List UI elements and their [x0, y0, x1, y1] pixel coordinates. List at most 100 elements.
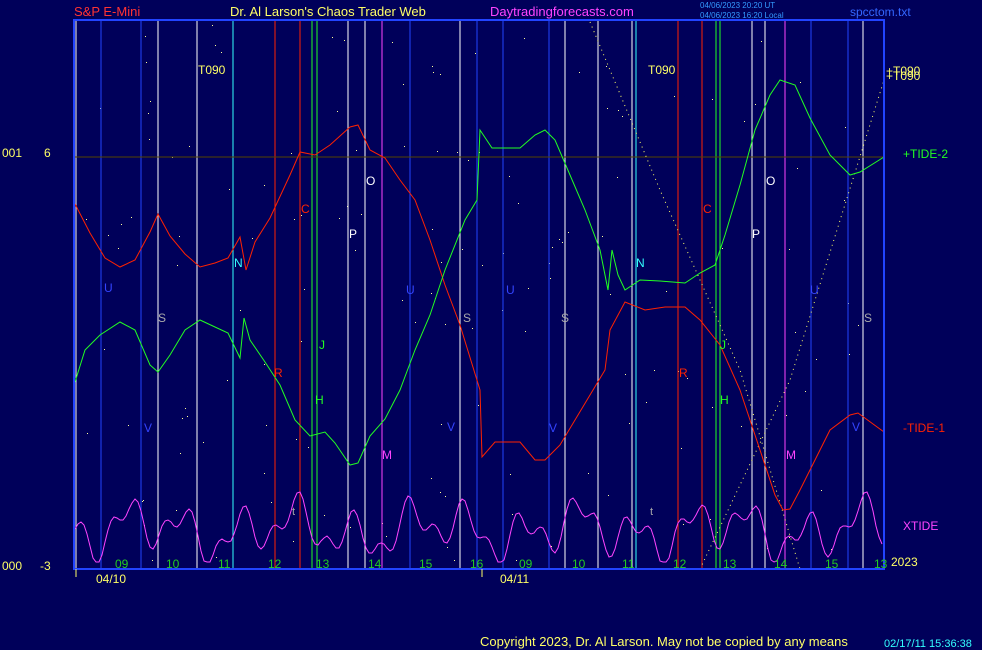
star-dot	[447, 547, 448, 548]
star-dot	[356, 150, 357, 151]
event-letter: R	[274, 366, 283, 380]
star-dot	[182, 418, 183, 419]
star-dot	[610, 294, 611, 295]
event-letter: S	[864, 311, 872, 325]
hour-label: 14	[774, 557, 788, 571]
event-letter: C	[301, 202, 310, 216]
hour-label: 13	[316, 557, 330, 571]
event-letter: C	[703, 202, 712, 216]
star-dot	[712, 407, 713, 408]
star-dot	[215, 45, 216, 46]
star-dot	[189, 146, 190, 147]
star-dot	[203, 442, 204, 443]
star-dot	[221, 52, 222, 53]
star-dot	[131, 217, 132, 218]
star-dot	[607, 108, 608, 109]
small-mark-1: t	[292, 506, 295, 518]
star-dot	[104, 349, 105, 350]
star-dot	[524, 38, 525, 39]
y-label-bottom-a: 000	[2, 559, 22, 573]
star-dot	[445, 324, 446, 325]
event-letter: J	[720, 338, 726, 352]
hour-label: 16	[470, 557, 484, 571]
star-dot	[518, 203, 519, 204]
star-dot	[304, 289, 305, 290]
star-dot	[805, 391, 806, 392]
domain-link[interactable]: Daytradingforecasts.com	[490, 4, 634, 19]
star-dot	[559, 239, 560, 240]
event-vertical-lines	[75, 21, 864, 568]
star-dot	[441, 424, 442, 425]
star-dot	[478, 405, 479, 406]
star-dot	[432, 229, 433, 230]
star-dot	[608, 495, 609, 496]
date-label-1: 04/10	[96, 572, 126, 586]
star-dot	[568, 232, 569, 233]
star-dot	[849, 354, 850, 355]
star-dot	[180, 453, 181, 454]
star-dot	[816, 359, 817, 360]
star-dot	[445, 496, 446, 497]
hour-label: 12	[268, 557, 282, 571]
star-dot	[148, 113, 149, 114]
event-letter: V	[549, 421, 557, 435]
star-dot	[562, 242, 563, 243]
star-dot	[795, 332, 796, 333]
event-letter: H	[315, 393, 324, 407]
right-label-tide-minus1: -TIDE-1	[903, 421, 945, 435]
hour-label: 09	[519, 557, 533, 571]
star-dot	[579, 72, 580, 73]
star-dot	[344, 40, 345, 41]
star-dot	[789, 537, 790, 538]
tide-plus2-line	[74, 79, 885, 466]
tide-minus1-line	[74, 124, 885, 511]
star-dot	[179, 236, 180, 237]
event-letter: R	[679, 366, 688, 380]
star-dot	[710, 519, 711, 520]
star-dot	[86, 219, 87, 220]
star-dot	[294, 219, 295, 220]
event-letter: U	[406, 283, 415, 297]
hour-label: 15	[419, 557, 433, 571]
event-letter: N	[234, 256, 243, 270]
star-dot	[271, 502, 272, 503]
star-dot	[475, 53, 476, 54]
star-dot	[152, 560, 153, 561]
star-dot	[622, 116, 623, 117]
event-letter: U	[810, 283, 819, 297]
star-dot	[177, 265, 178, 266]
star-dot	[431, 478, 432, 479]
star-dot	[674, 96, 675, 97]
star-dot	[212, 25, 213, 26]
event-letter: P	[349, 227, 357, 241]
right-label-tide-plus2: +TIDE-2	[903, 147, 948, 161]
star-dot	[821, 490, 822, 491]
star-dot	[293, 541, 294, 542]
star-dot	[683, 524, 684, 525]
star-dot	[800, 82, 801, 83]
star-dot	[143, 500, 144, 501]
star-dot	[844, 200, 845, 201]
star-dot	[681, 448, 682, 449]
x-hour-labels: 09 10 11 12 13 14 15 16 09 10 11 12 13 14 15 13	[115, 557, 888, 571]
hour-label: 13	[723, 557, 737, 571]
star-dot	[761, 41, 762, 42]
hour-label: 09	[115, 557, 129, 571]
star-dot	[510, 474, 511, 475]
event-letter: U	[104, 281, 113, 295]
xtide-line	[74, 491, 883, 563]
star-dot	[440, 74, 441, 75]
hour-label: 13	[874, 557, 888, 571]
star-dot	[831, 549, 832, 550]
star-dot	[646, 402, 647, 403]
timestamp-ut: 04/06/2023 20:20 UT	[700, 1, 776, 10]
hour-label: 15	[825, 557, 839, 571]
star-dot	[87, 433, 88, 434]
star-dot	[264, 185, 265, 186]
star-dot	[227, 380, 228, 381]
event-letter: U	[506, 283, 515, 297]
star-dot	[858, 325, 859, 326]
plot-frame	[73, 19, 885, 570]
star-dot	[654, 370, 655, 371]
